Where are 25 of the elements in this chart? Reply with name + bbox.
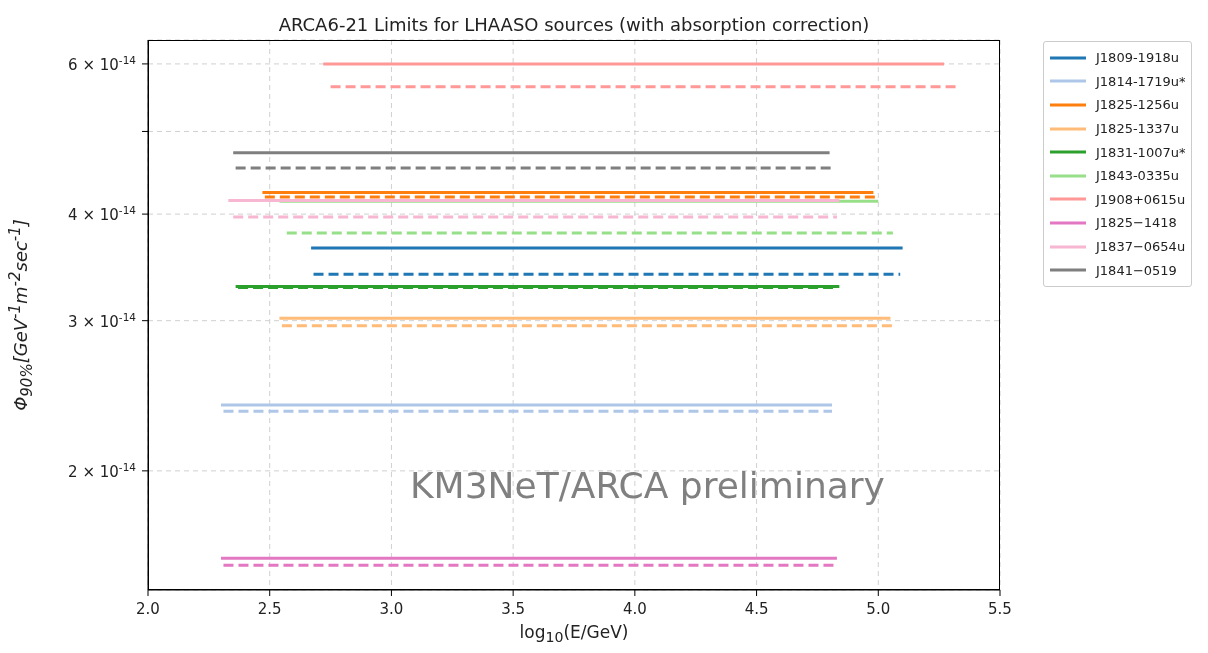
legend-label: J1825−1418	[1096, 215, 1177, 231]
x-tick-label: 3.5	[501, 600, 526, 618]
x-tick-label: 2.0	[136, 600, 160, 618]
annotation: KM3NeT/ARCA preliminary	[410, 465, 885, 506]
legend-label: J1825-1337u	[1096, 121, 1179, 137]
legend-label: J1825-1256u	[1096, 97, 1179, 113]
y-tick-label: 4 × 10$^{-14}$	[68, 204, 137, 225]
x-axis-title: log$_{10}$(E/GeV)	[518, 622, 630, 646]
y-tick-label: 2 × 10$^{-14}$	[68, 460, 137, 481]
x-tick-label: 4.0	[622, 600, 647, 618]
y-tick-label: 6 × 10$^{-14}$	[68, 53, 137, 74]
chart-title: ARCA6-21 Limits for LHAASO sources (with absorption correction)	[277, 14, 871, 35]
legend-label: J1814-1719u*	[1096, 73, 1186, 89]
x-tick-label: 3.0	[379, 600, 404, 618]
x-tick-label: 4.5	[744, 600, 769, 618]
x-tick-label: 5.0	[866, 600, 891, 618]
x-tick-label: 2.5	[257, 600, 282, 618]
legend-label: J1837−0654u	[1096, 239, 1186, 255]
legend-label: J1843-0335u	[1096, 168, 1179, 184]
legend-label: J1908+0615u	[1096, 191, 1186, 207]
x-tick-label: 5.5	[988, 600, 1012, 618]
legend-label: J1831-1007u*	[1096, 144, 1186, 160]
y-tick-label: 3 × 10$^{-14}$	[68, 310, 137, 331]
legend-label: J1841−0519	[1096, 262, 1177, 278]
legend-label: J1809-1918u	[1096, 50, 1179, 66]
